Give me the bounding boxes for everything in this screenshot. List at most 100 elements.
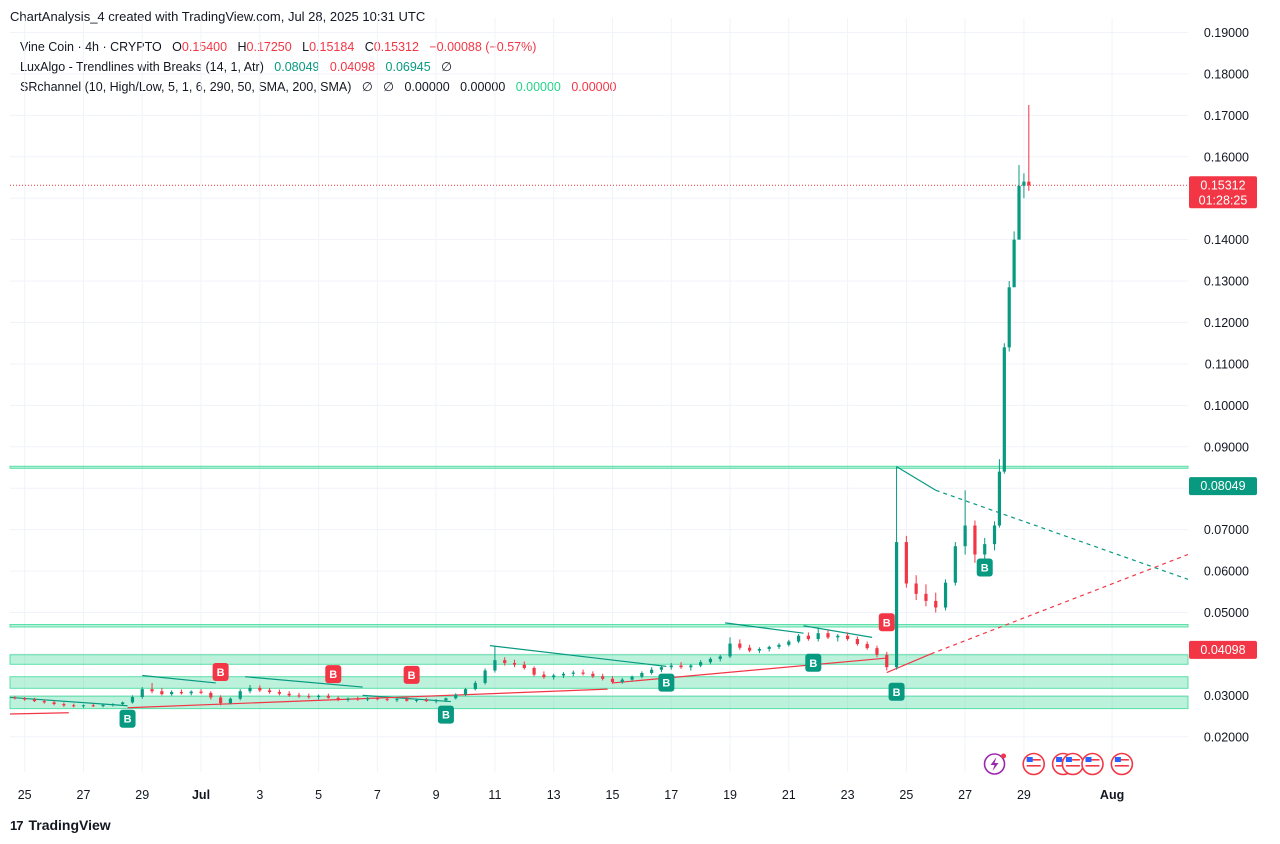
price-axis[interactable]: 0.190000.180000.170000.160000.150000.140… [1204,26,1249,744]
resistance-trendline [489,645,667,667]
break-mark-label: B [442,710,450,722]
candle-body [91,705,95,707]
price-tick-label: 0.11000 [1205,357,1249,371]
candle-body [326,695,330,698]
candle-body [522,664,526,669]
price-tick-label: 0.12000 [1204,316,1249,330]
candle-body [630,676,634,680]
candle-body [718,656,722,659]
candle-body [346,698,350,700]
candle-body [1022,181,1026,186]
candle-body [434,700,438,702]
sr-zone [9,695,1189,710]
candle-body [199,691,203,693]
legend-symbol-row[interactable]: Vine Coin · 4h · CRYPTO O0.15400 H0.1725… [20,37,617,57]
bear-break-mark [325,665,342,684]
bull-break-mark [976,558,993,577]
candle-body [826,633,830,638]
trendlines [9,184,1189,715]
candle-body [875,648,879,655]
time-axis[interactable]: 25 27 29 Jul 3 5 7 9 11 13 15 17 19 21 23 25 27 29 Aug [18,788,1124,802]
candle-body [748,647,752,651]
flag-canton [1026,757,1033,762]
candle-body [52,702,56,705]
candle-body [287,693,291,696]
flag-canton [1085,757,1092,762]
candle-body [659,667,664,670]
us-flag-event-icon [1081,752,1104,776]
flag-canton [1065,757,1072,762]
candle-body [1007,287,1011,348]
candle-body [503,660,507,664]
close-value: 0.15312 [373,40,419,54]
resistance-trendline [142,674,216,684]
break-mark-label: B [981,563,989,575]
candle-body [111,704,115,706]
candle-body [277,692,281,694]
time-tick-label: 19 [723,788,737,802]
candle-body [444,698,448,701]
resistance-trendline [725,622,804,634]
open-value: 0.15400 [181,40,228,54]
candle-body [983,544,987,555]
tradingview-logo[interactable]: 17 TradingView [10,817,111,833]
candle-body [806,635,810,640]
time-tick-label: 25 [899,788,913,802]
candle-body [699,662,703,666]
break-mark-label: B [893,687,901,699]
us-flag-event-icon [1061,752,1085,776]
candle-body [532,668,536,675]
time-tick-label: Jul [192,788,210,802]
candle-body [493,660,497,671]
legend-srchannel-row[interactable]: SRchannel (10, High/Low, 5, 1, 6, 290, 5… [20,77,617,97]
support-trendline [9,712,69,715]
candle-body [121,702,125,705]
flag-stripe [1065,765,1080,767]
candle-body [650,669,654,673]
time-tick-label: 29 [1017,788,1031,802]
price-tick-label: 0.07000 [1204,523,1249,537]
candle-body [552,675,556,678]
time-tick-label: 27 [77,788,91,802]
candle-body [395,699,399,701]
candle-body [219,697,223,704]
candle-body [845,635,850,640]
flag-stripe [1065,762,1080,764]
price-tag-countdown: 01:28:25 [1199,193,1248,207]
price-tick-label: 0.19000 [1204,26,1249,40]
candle-body [483,670,487,683]
candle-body [258,687,262,691]
price-tag-label: 0.08049 [1200,479,1245,493]
price-tick-label: 0.06000 [1204,565,1249,579]
candle-body [561,673,566,676]
candle-body [796,635,801,642]
candle-body [62,704,66,706]
bear-break-mark [878,613,895,632]
flash-glyph [990,757,999,771]
flag-stripe [1085,762,1100,764]
candle-body [997,471,1002,526]
srchannel-null-1: ∅ [361,80,373,94]
candle-body [728,643,732,657]
price-tick-label: 0.17000 [1204,109,1249,123]
symbol-label: Vine Coin · 4h · CRYPTO [20,40,162,54]
event-icons[interactable] [983,752,1134,776]
time-tick-label: Aug [1100,788,1124,802]
srchannel-value-3: 0.00000 [515,80,561,94]
flag-stripe [1026,762,1041,764]
flag-stripe [1114,765,1129,767]
time-tick-label: 11 [488,788,501,802]
sr-zone [9,465,1189,469]
candle-body [708,658,713,663]
candle-body [973,525,977,555]
candle-body [953,546,957,583]
flag-stripe [1085,768,1100,770]
break-mark-label: B [408,670,416,682]
candle-body [170,692,174,695]
bull-break-mark [437,705,454,724]
srchannel-value-2: 0.00000 [460,80,506,94]
flag-stripe [1026,768,1041,770]
candle-body [620,679,624,683]
support-trendline [612,657,887,684]
